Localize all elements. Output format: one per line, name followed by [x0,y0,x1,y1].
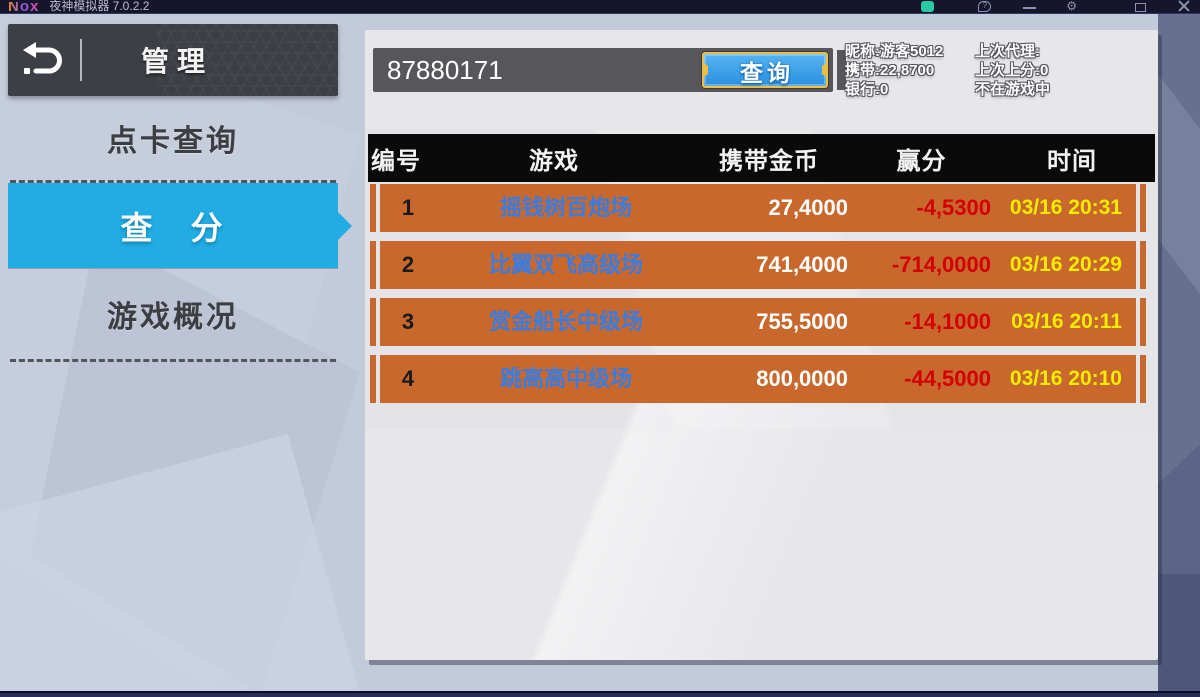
table-row: 4 跳高高中级场 800,0000 -44,5000 03/16 20:10 [370,355,1146,403]
app-background: 管理 点卡查询 查 分 游戏概况 查询 昵称:游客5012 携带:22,8700… [0,14,1200,691]
close-icon[interactable] [1178,1,1190,12]
row-cap [1140,355,1146,403]
row-bar: 2 比翼双飞高级场 741,4000 -714,0000 03/16 20:29 [380,241,1136,289]
row-coins: 741,4000 [756,252,848,277]
player-info-col2: 上次代理: 上次上分:0 不在游戏中 [975,42,1103,99]
row-cap [370,184,376,232]
table-row: 1 摇钱树百炮场 27,4000 -4,5300 03/16 20:31 [370,184,1146,232]
bottom-window-edge [0,691,1200,697]
player-nickname: 昵称:游客5012 [845,43,944,60]
help-icon[interactable]: ? [978,1,992,12]
row-game: 摇钱树百炮场 [499,195,632,220]
minimize-icon[interactable] [1023,7,1037,9]
row-game: 赏金船长中级场 [488,309,643,334]
sidebar-item-check-score[interactable]: 查 分 [8,183,352,268]
table-row: 3 赏金船长中级场 755,5000 -14,1000 03/16 20:11 [370,298,1146,346]
row-coins: 800,0000 [756,366,848,391]
sidebar-item-card-query[interactable]: 点卡查询 [107,125,239,158]
titlebar-icons: ? ⚙ [921,0,1190,13]
sidebar: 管理 点卡查询 查 分 游戏概况 [8,24,352,362]
col-header-win: 赢分 [896,147,947,175]
player-bank: 银行:0 [845,81,889,98]
row-time: 03/16 20:29 [1009,253,1122,276]
row-time: 03/16 20:11 [1011,310,1122,333]
messenger-icon[interactable] [921,1,935,12]
col-header-coins: 携带金币 [719,147,819,175]
last-agent: 上次代理: [975,43,1040,60]
row-number: 3 [401,309,415,334]
sidebar-header: 管理 [8,24,338,96]
header-divider [80,39,82,81]
maximize-icon[interactable] [1135,3,1146,12]
row-cap [370,241,376,289]
window-title: 夜神模拟器 7.0.2.2 [49,0,150,13]
row-number: 2 [401,252,415,277]
right-background-strip [1158,14,1200,691]
background-decor [1158,74,1200,294]
menu-divider [8,268,338,269]
search-bar: 查询 [373,48,833,92]
table-row: 2 比翼双飞高级场 741,4000 -714,0000 03/16 20:29 [370,241,1146,289]
row-win: -4,5300 [916,195,991,220]
player-carry: 携带:22,8700 [845,62,935,79]
menu-divider [10,359,336,362]
panel-decor [365,400,1158,660]
row-cap [1140,241,1146,289]
row-game: 跳高高中级场 [499,366,632,391]
row-coins: 27,4000 [768,195,848,220]
row-game: 比翼双飞高级场 [488,252,643,277]
table-header: 编号 游戏 携带金币 赢分 时间 [368,134,1155,182]
last-score-up: 上次上分:0 [975,62,1049,79]
player-id-input[interactable] [373,48,703,92]
back-button[interactable] [20,38,68,82]
row-number: 1 [401,195,415,220]
row-cap [1140,184,1146,232]
menu-divider [10,180,336,183]
sidebar-item-game-overview[interactable]: 游戏概况 [107,301,239,334]
query-button[interactable]: 查询 [702,52,828,88]
row-number: 4 [401,366,415,391]
nox-logo: Nox [8,0,40,15]
row-win: -44,5000 [904,366,991,391]
row-win: -14,1000 [904,309,991,334]
player-info-col1: 昵称:游客5012 携带:22,8700 银行:0 [845,42,973,99]
col-header-time: 时间 [1047,147,1097,175]
row-cap [1140,298,1146,346]
search-separator [837,50,846,90]
row-cap [370,298,376,346]
gear-icon[interactable]: ⚙ [1066,0,1077,13]
row-win: -714,0000 [891,252,991,277]
background-decor [1158,574,1200,691]
row-coins: 755,5000 [756,309,848,334]
row-bar: 1 摇钱树百炮场 27,4000 -4,5300 03/16 20:31 [380,184,1136,232]
main-panel: 查询 昵称:游客5012 携带:22,8700 银行:0 上次代理: 上次上分:… [365,30,1158,660]
row-cap [370,355,376,403]
sidebar-title: 管理 [140,46,213,77]
row-time: 03/16 20:10 [1009,367,1122,390]
row-bar: 3 赏金船长中级场 755,5000 -14,1000 03/16 20:11 [380,298,1136,346]
game-status: 不在游戏中 [975,81,1051,98]
window-titlebar: Nox 夜神模拟器 7.0.2.2 ? ⚙ [0,0,1200,14]
row-bar: 4 跳高高中级场 800,0000 -44,5000 03/16 20:10 [380,355,1136,403]
col-header-game: 游戏 [529,147,579,175]
row-time: 03/16 20:31 [1009,196,1122,219]
col-header-no: 编号 [371,147,421,175]
